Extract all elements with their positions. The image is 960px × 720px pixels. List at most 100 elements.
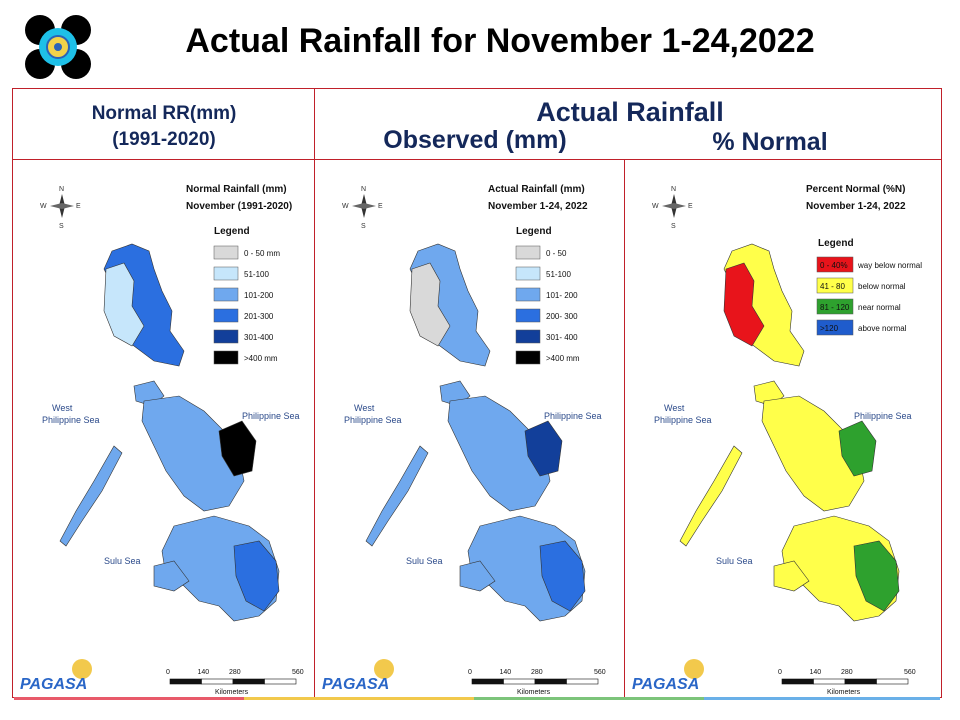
zamboanga-region <box>153 560 190 592</box>
scale-tick-label: 560 <box>904 669 916 676</box>
map-panel-normal: N S E W Normal Rainfall (mm) November (1991-2… <box>14 161 314 698</box>
scale-bar-segment <box>813 678 846 685</box>
scale-tick-label: 280 <box>841 669 853 676</box>
mindanao-east-region <box>233 540 280 612</box>
column-divider-2 <box>624 159 625 698</box>
scale-bar-segment <box>264 678 297 685</box>
compass-rose-cross-icon <box>352 203 376 209</box>
scale-bar-segment <box>781 678 814 685</box>
slide-title: Actual Rainfall for November 1-24,2022 <box>185 22 815 60</box>
map-title-line2: November 1-24, 2022 <box>488 201 588 212</box>
landmass-group <box>679 243 900 622</box>
legend-swatch <box>515 245 541 260</box>
west-sea-label-line1: West <box>354 403 375 413</box>
legend-label: way below normal <box>857 261 922 270</box>
percent-normal-map: N S E W Percent Normal (%N) November 1-24, 20… <box>632 184 922 696</box>
normal-header-line1: Normal RR(mm) <box>91 103 237 124</box>
compass-rose-cross-icon <box>662 203 686 209</box>
legend-swatch <box>213 245 239 260</box>
legend-label: above normal <box>858 324 907 333</box>
footer-stripe-yellow <box>244 697 474 700</box>
legend-box-label: >120 <box>820 324 839 333</box>
legend-label: 200- 300 <box>546 312 578 321</box>
luzon-west-region <box>103 262 145 347</box>
legend-swatch <box>515 266 541 281</box>
compass-e-label: E <box>688 203 693 210</box>
normal-rainfall-map: N S E W Normal Rainfall (mm) November (1991-2… <box>20 184 304 696</box>
scale-tick-label: 560 <box>594 669 606 676</box>
samar-island <box>218 420 257 477</box>
visayas-islands <box>447 395 551 512</box>
footer-stripe-green <box>474 697 704 700</box>
visayas-islands <box>761 395 865 512</box>
pagasa-logo-text: PAGASA <box>322 676 389 693</box>
landmass-group <box>59 243 280 622</box>
luzon-west-region <box>409 262 451 347</box>
scale-bar-segment <box>169 678 202 685</box>
palawan-island <box>59 445 123 547</box>
pagasa-seal-logo <box>25 15 91 79</box>
scale-tick-label: 0 <box>166 669 170 676</box>
scale-bar-segment <box>471 678 504 685</box>
legend-label: 101-200 <box>244 291 274 300</box>
legend-label: 0 - 50 mm <box>244 249 280 258</box>
compass-s-label: S <box>59 223 64 230</box>
legend-label: 0 - 50 <box>546 249 567 258</box>
legend-swatch <box>515 287 541 302</box>
west-sea-label-line1: West <box>52 403 73 413</box>
legend-label: >400 mm <box>244 354 278 363</box>
compass-e-label: E <box>76 203 81 210</box>
legend-swatch <box>816 256 854 273</box>
scale-bar-segment <box>566 678 599 685</box>
map-title-line1: Percent Normal (%N) <box>806 184 905 195</box>
header-divider <box>12 159 942 160</box>
compass-e-label: E <box>378 203 383 210</box>
legend-swatch <box>213 329 239 344</box>
pagasa-sun-icon <box>684 659 704 679</box>
zamboanga-region <box>459 560 496 592</box>
compass-n-label: N <box>361 186 366 193</box>
legend-label: below normal <box>858 282 906 291</box>
legend-label: 51-100 <box>244 270 269 279</box>
sulu-sea-label: Sulu Sea <box>406 556 443 566</box>
scale-tick-label: 280 <box>229 669 241 676</box>
scale-unit-label: Kilometers <box>215 689 249 696</box>
pagasa-sun-icon <box>374 659 394 679</box>
legend-label: 101- 200 <box>546 291 578 300</box>
scale-tick-label: 140 <box>500 669 512 676</box>
legend-label: >400 mm <box>546 354 580 363</box>
legend-label: 51-100 <box>546 270 571 279</box>
legend-swatch <box>816 298 854 315</box>
luzon-west-region <box>723 262 765 347</box>
map-panel-actual: N S E W Actual Rainfall (mm) November 1-24, 2… <box>316 161 624 698</box>
legend-swatch <box>213 308 239 323</box>
samar-island <box>524 420 563 477</box>
scale-bar-segment <box>503 678 536 685</box>
scale-bar-segment <box>844 678 877 685</box>
legend-box-label: 81 - 120 <box>820 303 850 312</box>
compass-w-label: W <box>652 203 659 210</box>
scale-tick-label: 0 <box>468 669 472 676</box>
mindanao-east-region <box>853 540 900 612</box>
sulu-sea-label: Sulu Sea <box>716 556 753 566</box>
samar-island <box>838 420 877 477</box>
legend-title: Legend <box>516 226 552 237</box>
scale-bar-segment <box>201 678 234 685</box>
scale-bar-segment <box>876 678 909 685</box>
legend-swatch <box>213 287 239 302</box>
legend-label: near normal <box>858 303 901 312</box>
scale-tick-label: 560 <box>292 669 304 676</box>
scale-bar-segment <box>232 678 265 685</box>
actual-rainfall-map: N S E W Actual Rainfall (mm) November 1-24, 2… <box>322 184 606 696</box>
zamboanga-region <box>773 560 810 592</box>
landmass-group <box>365 243 586 622</box>
compass-w-label: W <box>342 203 349 210</box>
compass-s-label: S <box>671 223 676 230</box>
normal-header-line2: (1991-2020) <box>112 129 216 150</box>
legend-label: 201-300 <box>244 312 274 321</box>
footer-stripe-red <box>14 697 244 700</box>
scale-tick-label: 140 <box>810 669 822 676</box>
scale-tick-label: 0 <box>778 669 782 676</box>
west-sea-label-line1: West <box>664 403 685 413</box>
west-sea-label-line2: Philippine Sea <box>42 415 100 425</box>
